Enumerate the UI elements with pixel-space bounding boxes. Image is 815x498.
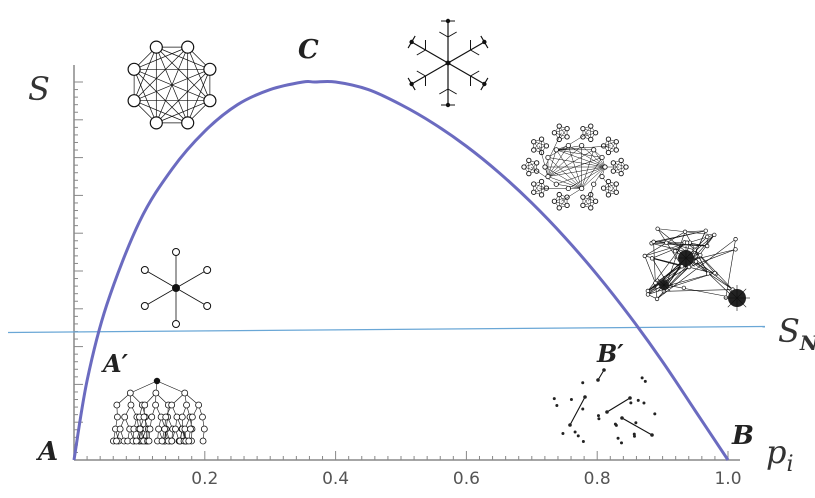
clustered-graph-icon — [522, 124, 628, 210]
snowflake-graph-icon — [408, 19, 488, 107]
x-tick-label: 0.8 — [584, 469, 611, 489]
point-label-b-prime: B′ — [596, 339, 624, 368]
reference-line — [8, 326, 765, 332]
x-tick-label: 1.0 — [714, 469, 741, 489]
tree-graph-icon — [110, 378, 207, 444]
point-label-b: B — [731, 421, 754, 451]
reference-line-label: SN — [778, 312, 815, 355]
random-graph-icon — [643, 227, 750, 311]
x-axis-label: pi — [766, 433, 794, 477]
x-tick-label: 0.6 — [453, 469, 480, 489]
complete-graph-icon — [128, 41, 216, 129]
point-label-a-prime: A′ — [101, 349, 129, 378]
star-graph-icon — [141, 249, 210, 328]
x-tick-label: 0.4 — [322, 469, 349, 489]
x-tick-label: 0.2 — [191, 469, 218, 489]
y-axis-ticks — [74, 82, 83, 452]
y-axis-label: S — [28, 70, 50, 108]
disconnected-graph-icon — [553, 368, 657, 444]
point-label-a: A — [35, 437, 58, 467]
x-axis-ticks: 0.2 0.4 0.6 0.8 1.0 — [87, 451, 741, 489]
point-label-c: C — [298, 35, 319, 65]
